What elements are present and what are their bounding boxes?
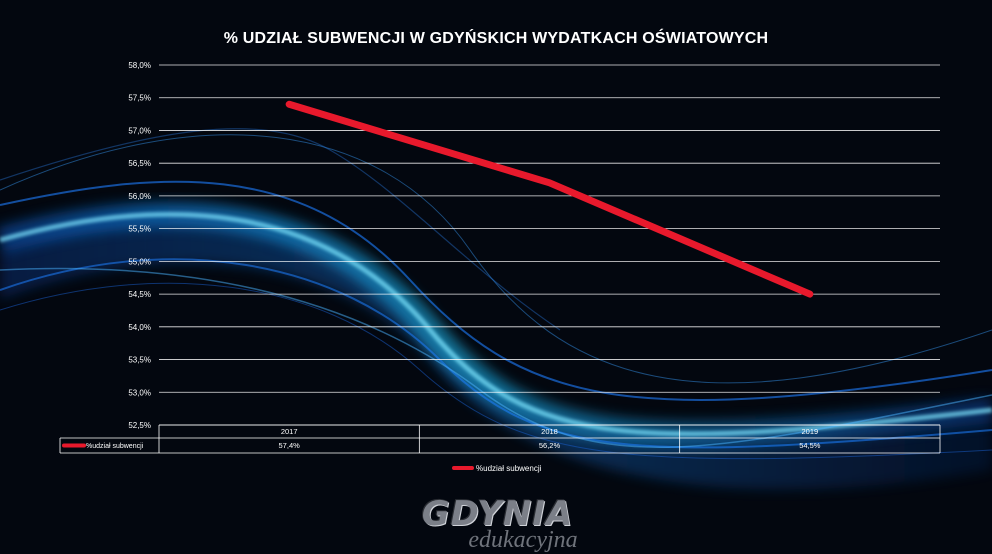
chart-title: % UDZIAŁ SUBWENCJI W GDYŃSKICH WYDATKACH… [223, 30, 769, 47]
y-tick-label: 54,5% [128, 290, 151, 299]
y-tick-label: 53,0% [128, 388, 151, 397]
x-category-label: 2019 [801, 427, 818, 436]
legend: %udział subwencji [452, 461, 541, 475]
logo-main-text: GDYNIA [421, 494, 574, 534]
y-tick-label: 52,5% [128, 421, 151, 430]
y-tick-label: 54,0% [128, 323, 151, 332]
table-series-name: %udział subwencji [86, 443, 144, 450]
data-point [287, 102, 291, 106]
y-tick-label: 55,5% [128, 225, 151, 234]
y-tick-label: 57,0% [128, 126, 151, 135]
logo-sub-text: edukacyjna [468, 527, 578, 553]
y-tick-label: 57,5% [128, 94, 151, 103]
legend-label: %udział subwencji [476, 463, 542, 473]
y-tick-label: 56,5% [128, 159, 151, 168]
x-category-label: 2017 [281, 427, 298, 436]
gdynia-logo: GDYNIA edukacyjna [410, 494, 585, 554]
series-line [285, 100, 814, 298]
y-tick-label: 55,0% [128, 257, 151, 266]
y-tick-label: 58,0% [128, 61, 151, 70]
x-category-label: 2018 [541, 427, 558, 436]
data-point [808, 292, 812, 296]
y-tick-label: 53,5% [128, 356, 151, 365]
table-value-cell: 57,4% [279, 441, 301, 450]
table-value-cell: 54,5% [799, 441, 821, 450]
legend-swatch [452, 466, 474, 470]
data-point [548, 181, 551, 185]
y-tick-label: 56,0% [128, 192, 151, 201]
table-value-cell: 56,2% [539, 441, 561, 450]
